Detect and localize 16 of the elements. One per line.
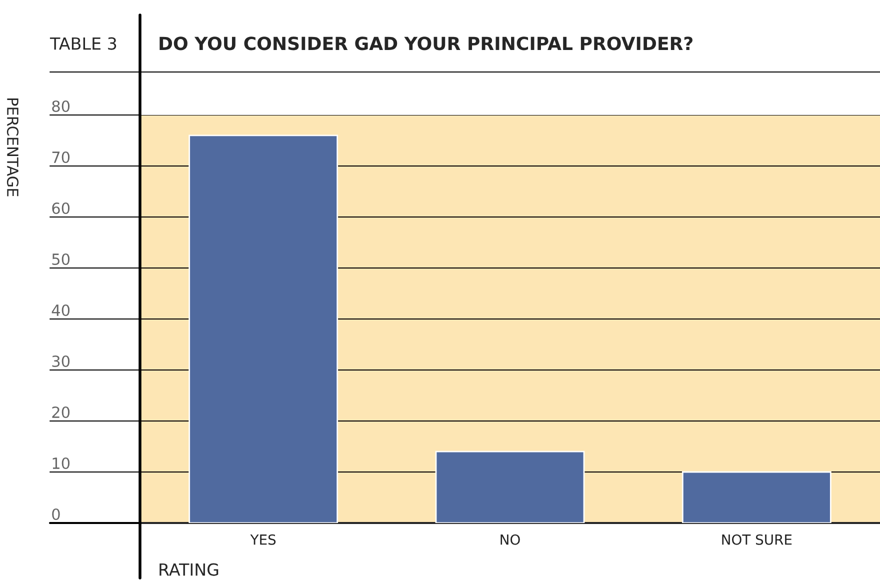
chart-title: DO YOU CONSIDER GAD YOUR PRINCIPAL PROVIDER? <box>160 36 692 50</box>
y-tick-label: 0 <box>52 508 60 520</box>
y-tick-label: 40 <box>52 304 70 316</box>
y-tick-label: 20 <box>52 406 70 418</box>
y-tick-label: 10 <box>52 457 70 470</box>
x-tick-label: NOT SURE <box>722 534 792 545</box>
caption: TABLE 3 <box>50 37 116 50</box>
y-tick-label: 30 <box>52 355 70 368</box>
x-tick-label: YES <box>250 534 276 545</box>
y-tick-label: 50 <box>52 253 70 266</box>
x-axis-title: RATING <box>160 563 218 576</box>
y-tick-label: 70 <box>52 151 70 164</box>
y-axis-title: PERCENTAGE <box>6 98 19 196</box>
y-tick-label: 60 <box>52 202 70 214</box>
x-tick-label: NO <box>500 534 520 545</box>
y-tick-label: 80 <box>52 100 70 112</box>
